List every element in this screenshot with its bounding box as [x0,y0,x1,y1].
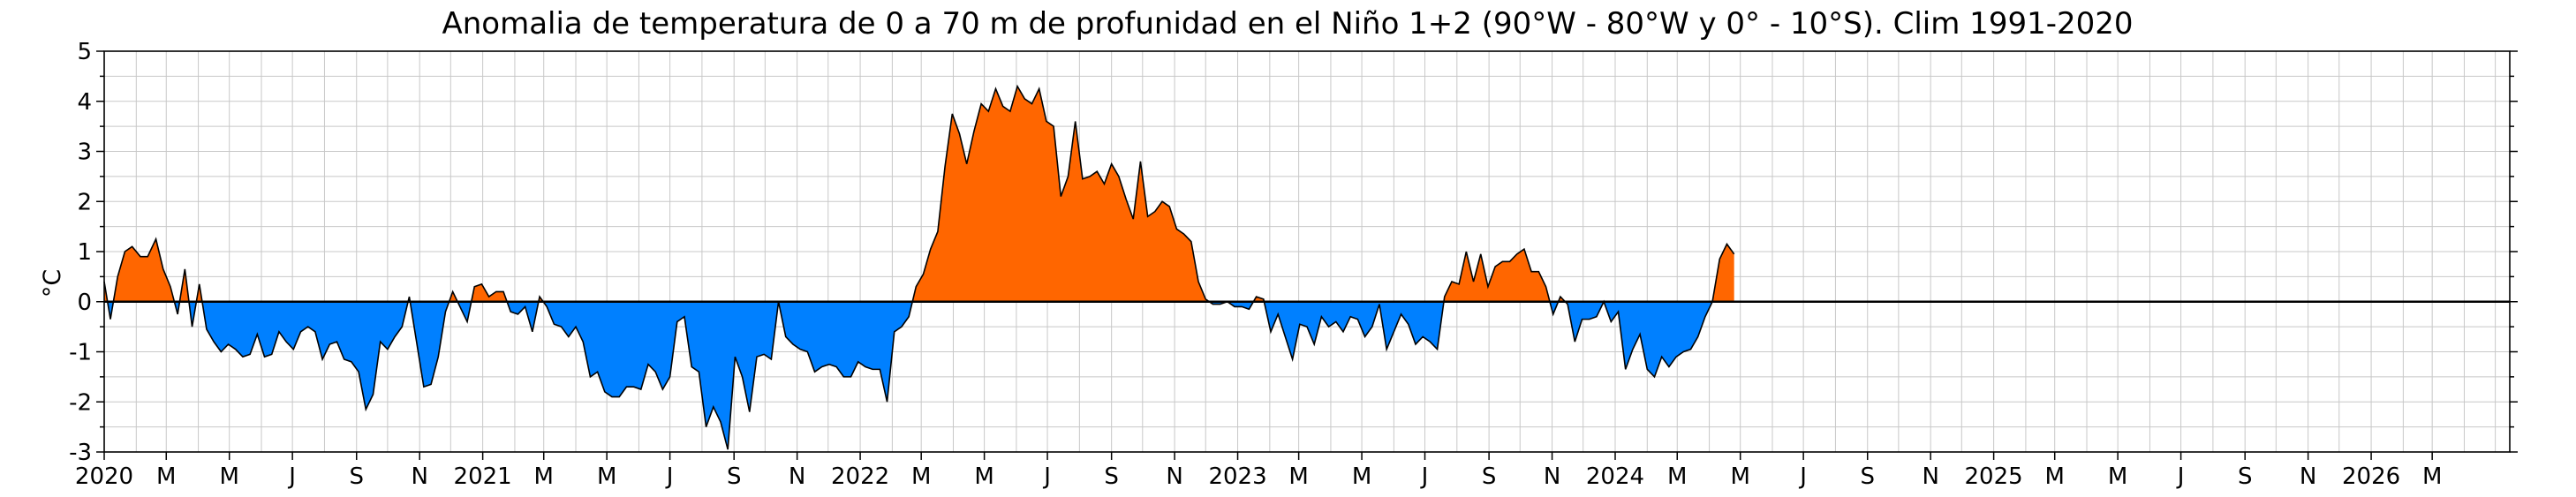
x-tick-label: M [2044,463,2064,490]
grid-lines [103,50,2510,453]
x-tick-label: J [1420,463,1429,490]
y-tick-label: -1 [69,340,92,366]
y-tick-label: 4 [77,89,92,116]
anomaly-series-line [103,84,1735,450]
x-tick-label: 2023 [1208,463,1266,490]
x-tick-label: S [1104,463,1119,490]
positive-anomaly-area [104,86,1734,302]
x-tick-label: N [789,463,805,490]
y-axis-label: °C [39,269,66,297]
x-tick-label: J [1798,463,1807,490]
y-tick-label: 2 [77,189,92,215]
x-tick-label: S [1860,463,1875,490]
x-tick-label: M [2422,463,2442,490]
x-tick-label: N [2300,463,2316,490]
x-tick-label: J [1042,463,1051,490]
x-tick-label: S [727,463,742,490]
x-tick-label: M [974,463,993,490]
x-tick-label: M [597,463,616,490]
x-tick-label: M [534,463,554,490]
x-tick-label: N [1544,463,1560,490]
x-tick-label: 2021 [454,463,512,490]
x-tick-label: M [156,463,176,490]
y-tick-label: 0 [77,290,92,316]
x-tick-label: M [1667,463,1687,490]
x-tick-label: M [2108,463,2127,490]
chart-title: Anomalia de temperatura de 0 a 70 m de p… [442,6,2133,41]
x-tick-label: M [911,463,931,490]
axis-ticks [96,50,2518,460]
x-tick-labels: 2020 M M J S N 2021 M M J S N 2022 M M J S N 2023 M M J S N 2024… [75,463,2442,490]
x-tick-label: S [349,463,364,490]
x-tick-label: J [665,463,674,490]
x-tick-label: J [2176,463,2185,490]
x-tick-label: S [1482,463,1497,490]
x-tick-label: 2025 [1965,463,2023,490]
y-tick-label: -2 [69,389,92,416]
negative-anomaly-area [104,301,1734,450]
x-tick-label: 2020 [75,463,133,490]
x-tick-label: M [1288,463,1308,490]
y-tick-labels: -3 -2 -1 0 1 2 3 4 5 [69,39,92,466]
x-tick-label: N [1922,463,1938,490]
x-tick-label: 2026 [2342,463,2400,490]
y-tick-label: 1 [77,239,92,266]
x-tick-label: M [1352,463,1371,490]
x-tick-label: N [411,463,427,490]
x-tick-label: J [287,463,296,490]
x-tick-label: M [1730,463,1749,490]
data-areas [103,84,2510,450]
y-tick-label: 3 [77,139,92,166]
y-tick-label: -3 [69,440,92,466]
x-tick-label: M [219,463,238,490]
x-tick-label: S [2238,463,2253,490]
y-tick-label: 5 [77,39,92,65]
x-tick-label: 2022 [831,463,889,490]
x-tick-label: 2024 [1586,463,1644,490]
x-tick-label: N [1166,463,1182,490]
